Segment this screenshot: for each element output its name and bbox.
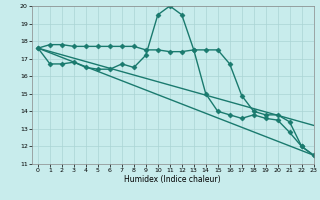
X-axis label: Humidex (Indice chaleur): Humidex (Indice chaleur): [124, 175, 221, 184]
